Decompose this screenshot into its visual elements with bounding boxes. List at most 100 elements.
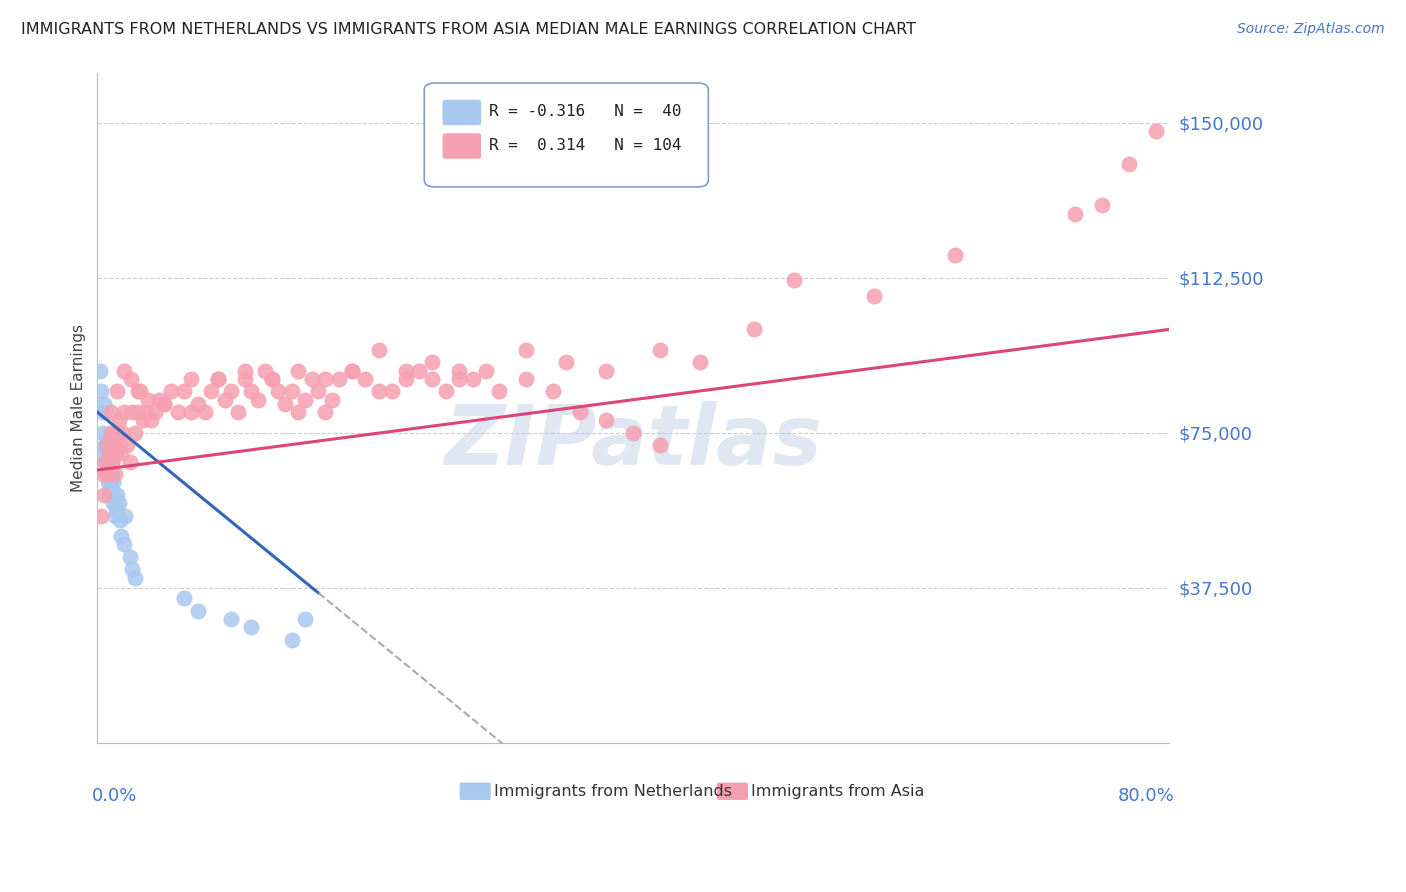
Point: [221, 384, 243, 399]
Point: [434, 384, 457, 399]
Point: [115, 438, 138, 452]
Point: [221, 612, 243, 626]
Point: [488, 384, 510, 399]
Point: [97, 467, 120, 482]
Point: [294, 392, 316, 407]
Point: [108, 438, 131, 452]
Y-axis label: Median Male Earnings: Median Male Earnings: [72, 324, 86, 492]
Point: [247, 392, 270, 407]
Point: [139, 413, 162, 427]
Point: [475, 364, 498, 378]
FancyBboxPatch shape: [425, 83, 709, 187]
Point: [118, 455, 141, 469]
Point: [112, 405, 135, 419]
Point: [193, 405, 215, 419]
Point: [107, 496, 129, 510]
Point: [103, 475, 125, 490]
Point: [97, 475, 120, 490]
Point: [555, 355, 578, 369]
Point: [240, 620, 263, 634]
Point: [105, 500, 128, 515]
Point: [160, 384, 183, 399]
Point: [226, 405, 249, 419]
Point: [648, 343, 671, 357]
Point: [118, 549, 141, 564]
Point: [94, 438, 117, 452]
Point: [97, 455, 120, 469]
Point: [135, 405, 157, 419]
Point: [180, 405, 202, 419]
Point: [136, 392, 159, 407]
Point: [240, 384, 263, 399]
Point: [107, 504, 129, 518]
Point: [340, 364, 363, 378]
FancyBboxPatch shape: [443, 133, 481, 159]
Point: [112, 364, 135, 378]
Point: [187, 397, 209, 411]
Point: [101, 467, 124, 482]
Point: [96, 430, 118, 444]
Point: [260, 372, 283, 386]
Point: [91, 405, 114, 419]
Point: [104, 508, 127, 523]
Point: [98, 467, 121, 482]
Point: [301, 372, 323, 386]
Point: [662, 124, 685, 138]
Point: [381, 384, 404, 399]
Point: [280, 384, 302, 399]
Point: [148, 392, 170, 407]
Point: [214, 392, 236, 407]
Point: [94, 455, 117, 469]
Point: [124, 570, 146, 584]
Point: [96, 438, 118, 452]
Point: [107, 488, 129, 502]
Point: [200, 384, 222, 399]
Point: [287, 364, 309, 378]
Point: [100, 479, 122, 493]
Point: [90, 508, 112, 523]
FancyBboxPatch shape: [443, 100, 481, 125]
FancyBboxPatch shape: [717, 782, 748, 800]
Point: [110, 446, 132, 460]
Point: [153, 397, 176, 411]
Point: [307, 384, 329, 399]
Point: [129, 384, 152, 399]
Point: [111, 425, 134, 440]
Point: [98, 488, 121, 502]
Point: [91, 425, 114, 440]
Point: [488, 124, 510, 138]
Point: [408, 364, 430, 378]
Text: ZIPatlas: ZIPatlas: [444, 401, 823, 482]
Point: [100, 405, 122, 419]
Point: [689, 355, 711, 369]
Point: [153, 397, 176, 411]
Point: [104, 467, 127, 482]
Point: [105, 446, 128, 460]
Point: [114, 508, 136, 523]
Point: [394, 372, 416, 386]
Point: [233, 372, 256, 386]
Point: [742, 322, 765, 336]
Point: [112, 537, 135, 551]
Point: [101, 455, 124, 469]
Point: [207, 372, 229, 386]
Point: [93, 397, 115, 411]
Point: [107, 384, 129, 399]
Point: [110, 529, 132, 543]
Point: [93, 446, 115, 460]
Text: 0.0%: 0.0%: [91, 787, 138, 805]
Point: [93, 488, 115, 502]
Point: [541, 384, 564, 399]
Point: [101, 455, 124, 469]
FancyBboxPatch shape: [460, 782, 491, 800]
Point: [173, 384, 195, 399]
Point: [287, 405, 309, 419]
Point: [187, 604, 209, 618]
Point: [96, 442, 118, 457]
Point: [253, 364, 276, 378]
Point: [340, 364, 363, 378]
Point: [124, 425, 146, 440]
Point: [568, 157, 591, 171]
Point: [595, 413, 617, 427]
Point: [515, 343, 537, 357]
